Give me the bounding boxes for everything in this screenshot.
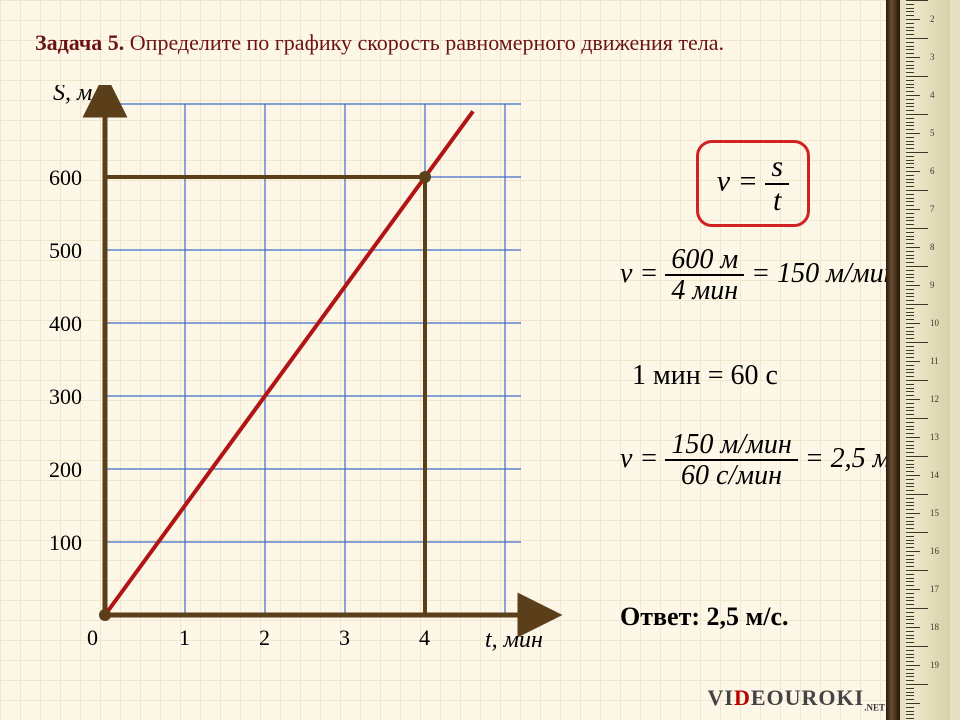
- step1-den: 4 мин: [665, 276, 744, 305]
- svg-text:S, м: S, м: [53, 85, 92, 106]
- svg-text:4: 4: [419, 625, 430, 650]
- svg-text:600: 600: [49, 165, 82, 190]
- speed-formula: v = st: [696, 140, 810, 227]
- chart-svg: 0 1 2 3 4 100 200 300 400 500 600 S, м t, мин: [35, 85, 565, 665]
- problem-text: Определите по графику скорость равномерн…: [130, 30, 724, 55]
- svg-text:1: 1: [179, 625, 190, 650]
- calc-step-2: 1 мин = 60 с: [632, 360, 778, 392]
- step3-den: 60 с/мин: [665, 461, 797, 490]
- answer-value: 2,5 м/с.: [707, 602, 789, 631]
- calc-step-1: v = 600 м 4 мин = 150 м/мин: [620, 245, 898, 306]
- svg-text:500: 500: [49, 238, 82, 263]
- answer-label: Ответ:: [620, 602, 707, 631]
- problem-statement: Задача 5. Определите по графику скорость…: [35, 30, 724, 56]
- svg-text:300: 300: [49, 384, 82, 409]
- videouroki-logo: VIDEOUROKI.NET: [708, 685, 885, 712]
- problem-label: Задача 5.: [35, 30, 130, 55]
- svg-text:400: 400: [49, 311, 82, 336]
- step1-res: 150 м/мин: [777, 258, 897, 289]
- svg-text:2: 2: [259, 625, 270, 650]
- distance-time-chart: 0 1 2 3 4 100 200 300 400 500 600 S, м t, мин: [35, 85, 565, 665]
- step1-num: 600 м: [665, 245, 744, 276]
- svg-text:0: 0: [87, 625, 98, 650]
- svg-text:3: 3: [339, 625, 350, 650]
- ruler-frame: [886, 0, 900, 720]
- svg-text:100: 100: [49, 530, 82, 555]
- answer-line: Ответ: 2,5 м/с.: [620, 602, 789, 632]
- step3-num: 150 м/мин: [665, 430, 797, 461]
- svg-text:t, мин: t, мин: [485, 627, 543, 653]
- ruler: 2345678910111213141516171819: [900, 0, 960, 720]
- calc-step-3: v = 150 м/мин 60 с/мин = 2,5 м/с: [620, 430, 911, 491]
- svg-text:200: 200: [49, 457, 82, 482]
